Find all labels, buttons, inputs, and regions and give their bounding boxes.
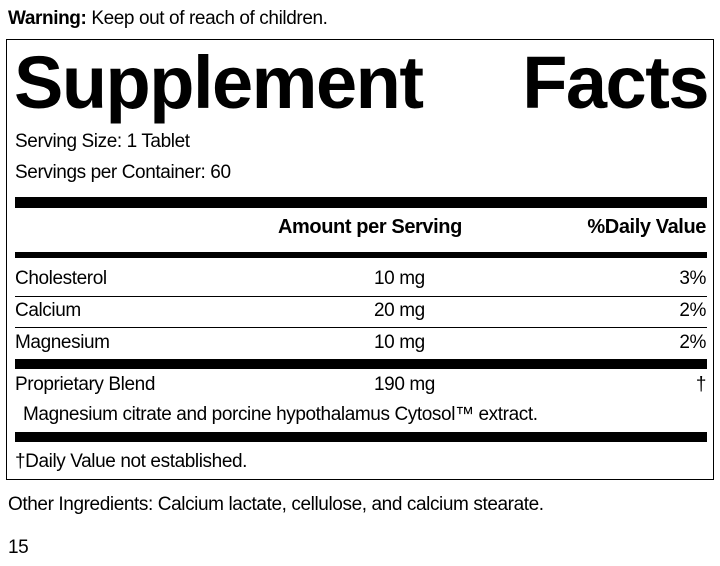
row-amount: 10 mg [374,268,425,289]
row-name: Magnesium [15,332,110,353]
warning-text: Keep out of reach of children. [91,8,328,29]
panel-title: Supplement Facts [14,38,709,128]
divider-thick [15,432,707,442]
title-word-1: Supplement [14,41,424,124]
divider-medium [15,252,707,258]
row-name: Cholesterol [15,268,107,289]
divider-thin [15,296,707,297]
row-name: Proprietary Blend [15,374,155,395]
row-dv: 2% [679,332,706,353]
divider-thick [15,359,707,369]
row-amount: 10 mg [374,332,425,353]
row-dv: 2% [679,300,706,321]
serving-size: Serving Size: 1 Tablet [15,131,190,152]
blend-description: Magnesium citrate and porcine hypothalam… [23,404,538,425]
row-amount: 20 mg [374,300,425,321]
row-name: Calcium [15,300,81,321]
divider-thin [15,327,707,328]
title-word-2: Facts [522,41,709,124]
row-amount: 190 mg [374,374,435,395]
header-amount: Amount per Serving [278,216,462,238]
servings-per-container: Servings per Container: 60 [15,162,231,183]
warning: Warning: Keep out of reach of children. [8,8,328,30]
divider-thick [15,197,707,208]
footnote: †Daily Value not established. [15,451,248,472]
page-number: 15 [8,537,29,558]
header-daily-value: %Daily Value [587,216,706,238]
row-dv: † [695,374,707,395]
other-ingredients: Other Ingredients: Calcium lactate, cell… [8,494,544,515]
supplement-facts-panel [6,39,714,480]
warning-label: Warning: [8,8,87,29]
row-dv: 3% [679,268,706,289]
